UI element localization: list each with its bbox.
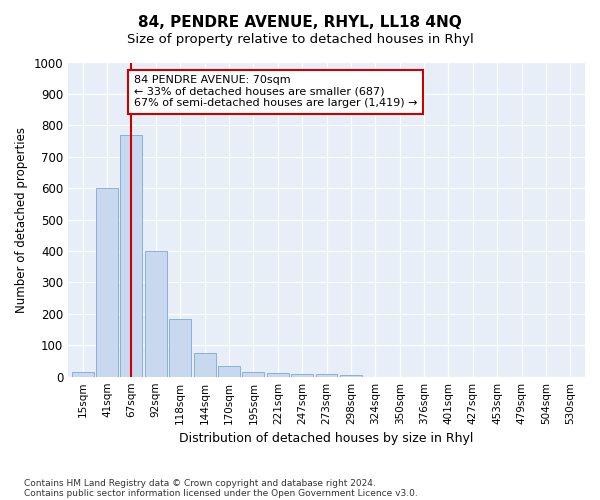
- Text: Contains public sector information licensed under the Open Government Licence v3: Contains public sector information licen…: [24, 488, 418, 498]
- Text: Size of property relative to detached houses in Rhyl: Size of property relative to detached ho…: [127, 32, 473, 46]
- Bar: [145, 251, 167, 376]
- Bar: [242, 372, 265, 376]
- Text: 84 PENDRE AVENUE: 70sqm
← 33% of detached houses are smaller (687)
67% of semi-d: 84 PENDRE AVENUE: 70sqm ← 33% of detache…: [134, 75, 418, 108]
- Text: Contains HM Land Registry data © Crown copyright and database right 2024.: Contains HM Land Registry data © Crown c…: [24, 478, 376, 488]
- X-axis label: Distribution of detached houses by size in Rhyl: Distribution of detached houses by size …: [179, 432, 474, 445]
- Bar: [194, 353, 215, 376]
- Bar: [71, 372, 94, 376]
- Bar: [316, 374, 337, 376]
- Bar: [340, 375, 362, 376]
- Bar: [218, 366, 240, 376]
- Bar: [96, 188, 118, 376]
- Text: 84, PENDRE AVENUE, RHYL, LL18 4NQ: 84, PENDRE AVENUE, RHYL, LL18 4NQ: [138, 15, 462, 30]
- Bar: [291, 374, 313, 376]
- Bar: [267, 373, 289, 376]
- Y-axis label: Number of detached properties: Number of detached properties: [15, 126, 28, 312]
- Bar: [121, 135, 142, 376]
- Bar: [169, 318, 191, 376]
